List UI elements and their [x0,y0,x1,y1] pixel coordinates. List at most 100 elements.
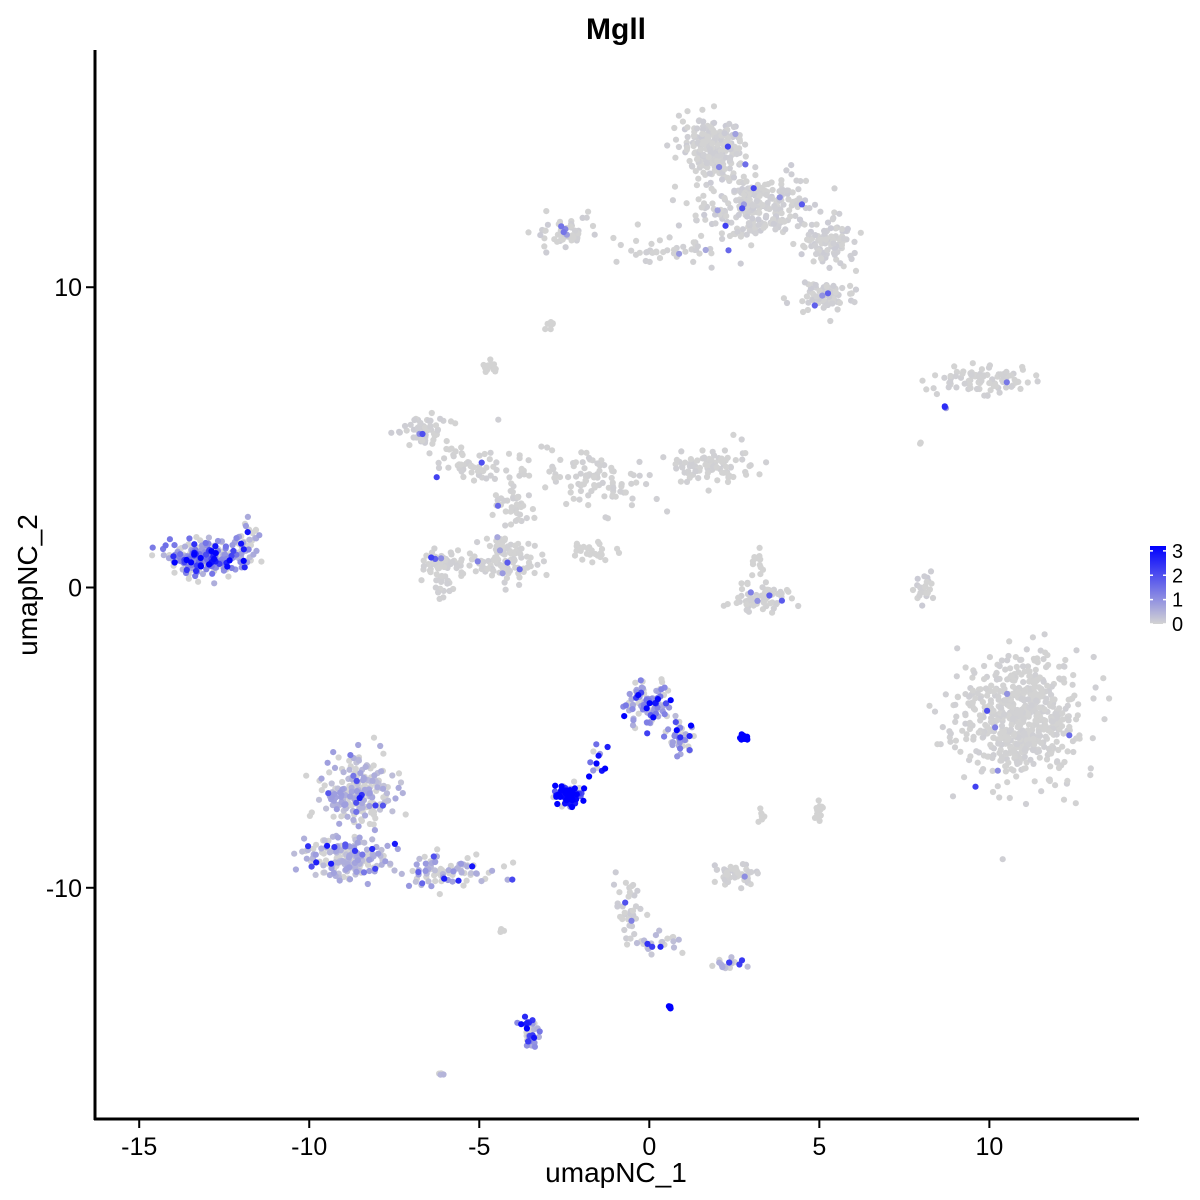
cell-point [709,448,716,455]
cell-point [917,584,924,591]
cell-point [1062,656,1069,664]
cell-point [739,205,746,212]
cell-point [509,859,517,866]
cell-point [1070,672,1077,679]
cell-point [945,384,952,391]
cell-point [542,227,549,234]
cell-point [202,539,209,547]
cell-point [1041,631,1048,638]
cell-point [979,699,987,706]
cell-point [474,558,481,565]
cell-point [407,421,414,428]
cell-point [452,448,459,455]
cell-point [589,559,596,566]
cell-point [984,724,991,731]
cell-point [468,556,475,563]
cell-point [601,493,608,500]
cell-point [795,186,802,193]
cell-point [730,431,737,438]
cell-point [554,238,561,245]
cell-point [425,878,432,885]
cell-point [495,541,502,548]
cell-point [971,669,978,677]
cell-point [748,242,755,249]
cell-point [432,584,439,591]
cell-point [430,436,437,443]
cell-point [730,174,738,181]
cell-point [334,834,342,841]
cell-point [980,372,987,379]
cell-point [1048,683,1055,690]
cell-point [331,764,339,772]
cell-point [1005,652,1012,660]
cell-point [693,156,701,163]
cell-point [939,724,946,731]
cell-point [1015,378,1022,385]
cell-point [984,753,991,760]
cell-point [523,515,530,522]
cell-point [1026,678,1033,685]
cell-point [385,797,392,804]
cell-point [355,823,362,830]
cell-point [634,221,641,228]
cell-point [710,103,718,110]
cell-point [788,595,796,602]
cell-point [704,469,712,476]
cell-point [415,869,422,876]
cell-point [209,570,216,577]
cell-point [512,517,520,525]
cell-point [671,183,679,190]
cell-point [557,456,564,463]
cell-point [183,556,190,564]
cell-point [738,586,746,593]
cell-point [699,447,706,454]
cell-point [1024,379,1031,386]
cell-point [690,143,697,150]
cell-point [724,478,732,486]
cell-point [377,742,384,750]
cell-point [585,492,592,499]
cell-point [340,769,347,776]
cell-point [186,535,193,542]
cell-point [1005,734,1012,742]
cell-point [696,464,704,471]
cell-point [291,850,298,857]
cell-point [324,842,331,849]
cell-point [718,230,726,237]
cell-point [419,437,426,444]
cell-point [629,495,636,502]
cell-point [589,222,597,230]
cell-point [191,541,198,548]
cell-point [708,124,715,132]
cell-point [785,196,792,203]
cell-point [959,370,966,377]
cell-point [420,563,427,570]
cell-point [1066,723,1073,731]
cell-point [453,565,460,572]
cell-point [644,911,651,919]
cell-point [989,754,996,762]
cell-point [435,459,442,466]
cell-point [614,545,621,552]
cell-point [1041,706,1048,713]
cell-point [301,835,308,842]
cell-point [959,727,966,734]
cell-point [388,429,395,436]
cell-point [573,473,580,480]
cell-point [353,799,360,806]
cell-point [929,594,937,602]
cell-point [431,545,438,552]
cell-point [616,889,623,896]
cell-point [767,195,774,202]
cell-point [628,247,635,254]
cell-point [554,800,561,808]
cell-point [1106,695,1113,702]
cell-point [963,736,970,743]
cell-point [536,1028,543,1035]
cell-point [638,684,645,691]
cell-point [723,138,730,145]
cell-point [1014,706,1021,714]
cell-point [947,372,954,380]
cell-point [1046,745,1053,752]
cell-point [832,289,839,296]
